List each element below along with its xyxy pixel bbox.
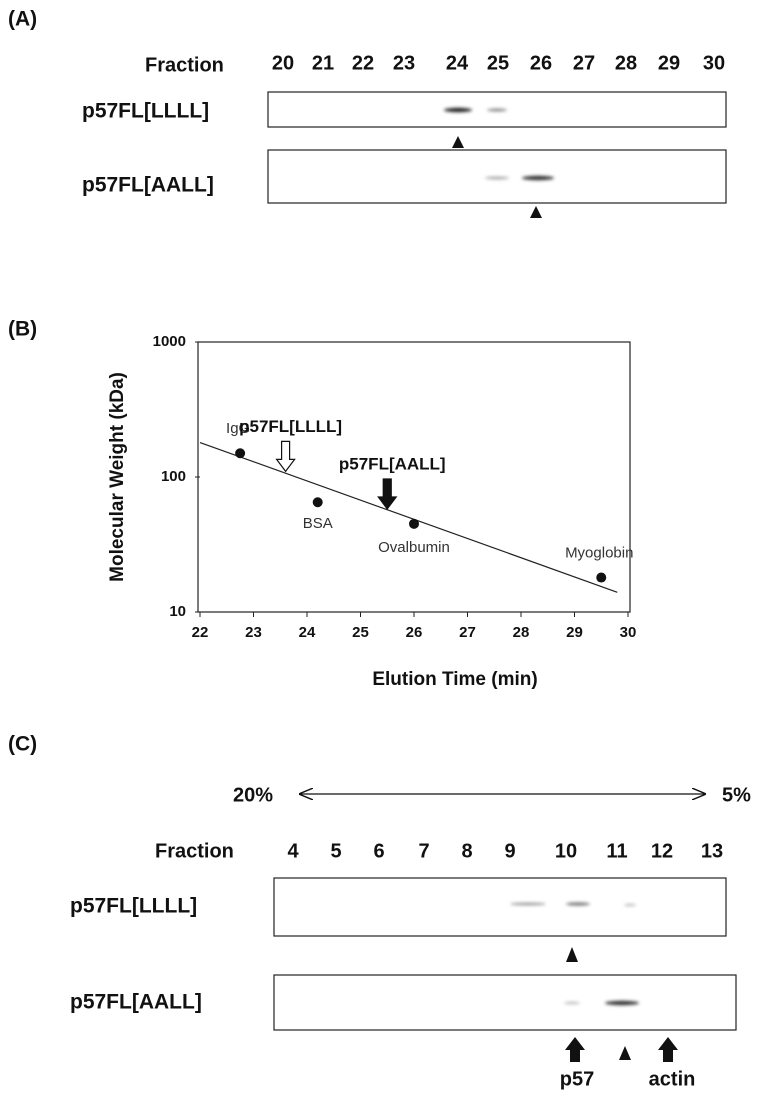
x-tick-label: 26 xyxy=(406,624,423,641)
fraction-number: 24 xyxy=(446,52,469,74)
fraction-number: 22 xyxy=(352,52,374,74)
fraction-number: 30 xyxy=(703,52,725,74)
data-point xyxy=(312,497,323,508)
point-label: Ovalbumin xyxy=(378,539,450,556)
panel-a: (A) Fraction 20 21 22 23 24 25 26 27 28 29 30 p57F… xyxy=(8,8,727,218)
band xyxy=(522,175,554,181)
blot xyxy=(273,877,727,937)
x-tick-label: 24 xyxy=(299,624,316,641)
fraction-number: 20 xyxy=(272,52,294,74)
fraction-label: Fraction xyxy=(155,840,234,862)
panel-c: (C) 20% 5% Fraction 4 5 6 7 8 9 10 11 12 13 p57FL… xyxy=(8,733,751,1091)
annotation: p57FL[AALL] xyxy=(339,454,446,473)
band xyxy=(485,176,509,180)
band xyxy=(566,902,590,906)
fraction-label: Fraction xyxy=(145,54,224,76)
point-label: IgG xyxy=(226,420,250,437)
y-axis-label: Molecular Weight (kDa) xyxy=(107,372,128,582)
x-axis-label: Elution Time (min) xyxy=(372,669,537,690)
y-tick-label: 10 xyxy=(169,603,186,620)
x-tick-label: 28 xyxy=(513,624,530,641)
row-label: p57FL[LLLL] xyxy=(70,895,197,918)
band xyxy=(564,1001,580,1005)
x-tick-label: 23 xyxy=(245,624,262,641)
row-label: p57FL[AALL] xyxy=(70,991,202,1014)
x-tick-label: 22 xyxy=(192,624,209,641)
band xyxy=(487,108,507,112)
fraction-number: 25 xyxy=(487,52,509,74)
arrowhead xyxy=(452,136,464,148)
fit-line xyxy=(199,441,618,593)
fraction-number: 5 xyxy=(330,840,341,862)
y-tick-label: 1000 xyxy=(153,333,186,350)
fraction-number: 13 xyxy=(701,840,723,862)
arrowhead xyxy=(530,206,542,218)
marker-label: actin xyxy=(649,1068,696,1090)
fraction-number: 21 xyxy=(312,52,334,74)
data-point xyxy=(235,448,246,459)
arrowhead xyxy=(619,1046,631,1060)
blot xyxy=(273,974,737,1031)
data-point xyxy=(409,518,419,529)
annotation-arrow xyxy=(377,478,398,510)
row-label: p57FL[LLLL] xyxy=(82,100,209,123)
data-point xyxy=(596,572,607,583)
fraction-number: 6 xyxy=(373,840,384,862)
y-tick-label: 100 xyxy=(161,468,186,485)
band xyxy=(605,1000,639,1006)
x-tick-label: 27 xyxy=(459,624,476,641)
panel-label: (C) xyxy=(8,733,37,756)
fraction-number: 23 xyxy=(393,52,415,74)
panel-b: (B) Molecular Weight (kDa) Elution Time … xyxy=(8,318,636,690)
fraction-number: 28 xyxy=(615,52,637,74)
annotation-arrow xyxy=(275,440,296,473)
row-label: p57FL[AALL] xyxy=(82,174,214,197)
fraction-numbers: 4 5 6 7 8 9 10 11 12 13 xyxy=(287,840,723,862)
fraction-number: 26 xyxy=(530,52,552,74)
panel-label: (B) xyxy=(8,318,37,341)
marker-arrow xyxy=(565,1037,585,1062)
marker-label: p57 xyxy=(560,1068,594,1090)
fraction-number: 27 xyxy=(573,52,595,74)
marker-arrow xyxy=(658,1037,678,1062)
fraction-number: 9 xyxy=(504,840,515,862)
panel-label: (A) xyxy=(8,8,37,31)
x-tick-label: 30 xyxy=(620,624,637,641)
point-label: BSA xyxy=(303,515,333,532)
gradient-end: 5% xyxy=(722,784,751,806)
fraction-number: 4 xyxy=(287,840,299,862)
x-tick-label: 29 xyxy=(566,624,583,641)
fraction-number: 12 xyxy=(651,840,673,862)
fraction-number: 11 xyxy=(606,840,627,862)
annotation: p57FL[LLLL] xyxy=(239,417,342,436)
fraction-number: 8 xyxy=(461,840,472,862)
point-label: Myoglobin xyxy=(565,545,633,562)
fraction-number: 29 xyxy=(658,52,680,74)
x-tick-label: 25 xyxy=(352,624,369,641)
band xyxy=(624,903,636,907)
fraction-number: 10 xyxy=(555,840,577,862)
band xyxy=(444,107,472,113)
arrowhead xyxy=(566,947,578,962)
gradient-start: 20% xyxy=(233,784,273,806)
plot-frame xyxy=(197,341,631,613)
band xyxy=(510,902,546,906)
fraction-number: 7 xyxy=(418,840,429,862)
fraction-numbers: 20 21 22 23 24 25 26 27 28 29 30 xyxy=(272,52,725,74)
